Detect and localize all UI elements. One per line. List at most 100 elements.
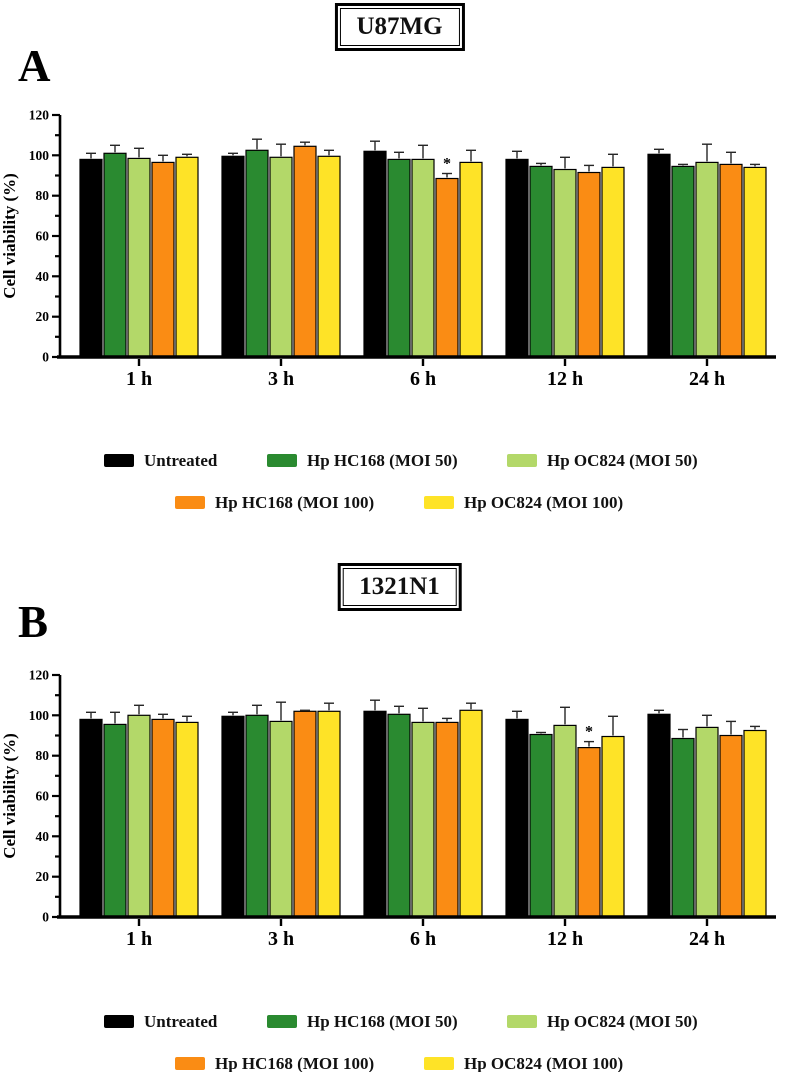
legend-swatch-b-hp-oc824-moi-50 <box>507 1014 537 1028</box>
bar-a-3-h-hp-hc168-moi-50 <box>245 149 269 358</box>
legend-item-b-hp-hc168-moi-50: Hp HC168 (MOI 50) <box>267 1011 458 1031</box>
bar-a-3-h-hp-oc824-moi-100 <box>317 155 341 358</box>
y-tick-label-a-20: 20 <box>36 309 50 324</box>
bar-b-12-h-hp-hc168-moi-50 <box>529 733 553 918</box>
legend-label-a-hp-oc824-moi-50: Hp OC824 (MOI 50) <box>547 450 698 470</box>
x-label-b-1-h: 1 h <box>126 928 152 950</box>
bar-a-6-h-hp-oc824-moi-100 <box>459 161 483 358</box>
legend-label-a-untreated: Untreated <box>144 450 218 470</box>
bar-a-6-h-untreated <box>363 150 387 358</box>
bar-a-3-h-hp-oc824-moi-50 <box>269 156 293 358</box>
bar-b-24-h-hp-oc824-moi-50 <box>695 726 719 918</box>
bar-a-24-h-hp-oc824-moi-50 <box>695 161 719 358</box>
panel-b-chart: 1 h 3 h 6 h 12 h 24 h * 0 20 40 60 80 100 120 Cell vi… <box>0 668 776 950</box>
bar-a-1-h-hp-oc824-moi-50 <box>127 157 151 358</box>
bar-b-6-h-hp-hc168-moi-50 <box>387 713 411 918</box>
bar-b-1-h-hp-oc824-moi-50 <box>127 714 151 918</box>
bar-b-24-h-untreated <box>647 713 671 918</box>
bar-b-3-h-untreated <box>221 715 245 918</box>
bar-b-12-h-hp-hc168-moi-100 <box>577 746 601 918</box>
legend-item-a-hp-hc168-moi-50: Hp HC168 (MOI 50) <box>267 450 458 470</box>
x-label-a-3-h: 3 h <box>268 368 294 390</box>
legend-label-a-hp-oc824-moi-100: Hp OC824 (MOI 100) <box>464 492 624 512</box>
y-tick-label-b-120: 120 <box>29 668 50 683</box>
y-tick-label-b-60: 60 <box>36 789 50 804</box>
legend-label-a-hp-hc168-moi-100: Hp HC168 (MOI 100) <box>215 492 375 512</box>
bar-a-24-h-hp-hc168-moi-50 <box>671 165 695 358</box>
legend-label-b-hp-oc824-moi-50: Hp OC824 (MOI 50) <box>547 1011 698 1031</box>
bar-b-12-h-hp-oc824-moi-100 <box>601 735 625 918</box>
y-tick-label-a-40: 40 <box>36 269 50 284</box>
legend-item-b-hp-oc824-moi-100: Hp OC824 (MOI 100) <box>424 1053 624 1072</box>
legend-swatch-a-hp-hc168-moi-50 <box>267 453 297 467</box>
bar-b-6-h-hp-oc824-moi-50 <box>411 721 435 918</box>
bar-b-6-h-hp-oc824-moi-100 <box>459 709 483 918</box>
bar-a-1-h-hp-hc168-moi-50 <box>103 152 127 358</box>
bar-b-24-h-hp-hc168-moi-100 <box>719 734 743 918</box>
y-tick-label-a-100: 100 <box>29 148 50 163</box>
legend-item-b-hp-hc168-moi-100: Hp HC168 (MOI 100) <box>175 1053 375 1072</box>
bar-b-1-h-hp-oc824-moi-100 <box>175 721 199 918</box>
legend-label-a-hp-hc168-moi-50: Hp HC168 (MOI 50) <box>307 450 458 470</box>
legend-item-b-untreated: Untreated <box>104 1011 218 1031</box>
significance-marker-a-6-h: * <box>443 156 451 173</box>
bar-a-6-h-hp-hc168-moi-100 <box>435 177 459 358</box>
panel-a-chart: 1 h 3 h 6 h 12 h 24 h * 0 20 40 60 80 100 120 Cell vi… <box>0 108 776 390</box>
bar-b-24-h-hp-hc168-moi-50 <box>671 737 695 918</box>
legend-item-a-hp-oc824-moi-100: Hp OC824 (MOI 100) <box>424 492 624 512</box>
y-tick-label-b-0: 0 <box>42 910 49 925</box>
legend-swatch-b-hp-hc168-moi-100 <box>175 1056 205 1070</box>
bar-b-24-h-hp-oc824-moi-100 <box>743 729 767 918</box>
bar-a-3-h-untreated <box>221 155 245 358</box>
legend-swatch-a-untreated <box>104 453 134 467</box>
x-label-b-3-h: 3 h <box>268 928 294 950</box>
bar-a-12-h-hp-oc824-moi-50 <box>553 168 577 358</box>
bar-a-12-h-untreated <box>505 158 529 358</box>
y-axis-title-b: Cell viability (%) <box>0 733 19 859</box>
panel-b-title-box: 1321N1 <box>337 563 462 611</box>
bar-b-1-h-hp-hc168-moi-50 <box>103 723 127 918</box>
y-tick-label-b-20: 20 <box>36 869 50 884</box>
y-tick-label-a-0: 0 <box>42 350 49 365</box>
bar-a-24-h-untreated <box>647 153 671 358</box>
legend-label-b-hp-hc168-moi-100: Hp HC168 (MOI 100) <box>215 1053 375 1072</box>
bar-a-3-h-hp-hc168-moi-100 <box>293 145 317 358</box>
bar-a-6-h-hp-oc824-moi-50 <box>411 158 435 358</box>
panel-b-legend: Untreated Hp HC168 (MOI 50) Hp OC824 (MOI … <box>0 1013 789 1072</box>
bar-b-1-h-hp-hc168-moi-100 <box>151 718 175 918</box>
x-label-a-24-h: 24 h <box>689 368 725 390</box>
x-label-b-6-h: 6 h <box>410 928 436 950</box>
legend-swatch-a-hp-oc824-moi-50 <box>507 453 537 467</box>
bar-a-1-h-untreated <box>79 158 103 358</box>
bar-b-6-h-hp-hc168-moi-100 <box>435 721 459 918</box>
bar-a-24-h-hp-oc824-moi-100 <box>743 166 767 358</box>
y-tick-label-b-100: 100 <box>29 708 50 723</box>
bar-a-1-h-hp-oc824-moi-100 <box>175 156 199 358</box>
bar-a-12-h-hp-hc168-moi-100 <box>577 171 601 358</box>
legend-swatch-a-hp-oc824-moi-100 <box>424 495 454 509</box>
y-tick-label-b-80: 80 <box>36 748 50 763</box>
bar-b-1-h-untreated <box>79 718 103 918</box>
legend-item-b-hp-oc824-moi-50: Hp OC824 (MOI 50) <box>507 1011 698 1031</box>
legend-label-b-untreated: Untreated <box>144 1011 218 1031</box>
x-label-b-12-h: 12 h <box>547 928 583 950</box>
panel-b-title: 1321N1 <box>359 573 440 600</box>
legend-label-b-hp-hc168-moi-50: Hp HC168 (MOI 50) <box>307 1011 458 1031</box>
y-tick-label-a-80: 80 <box>36 188 50 203</box>
legend-label-b-hp-oc824-moi-100: Hp OC824 (MOI 100) <box>464 1053 624 1072</box>
legend-swatch-b-hp-oc824-moi-100 <box>424 1056 454 1070</box>
bar-b-3-h-hp-hc168-moi-50 <box>245 714 269 918</box>
bar-b-12-h-hp-oc824-moi-50 <box>553 724 577 918</box>
panel-a-label: A <box>18 41 51 91</box>
bar-a-12-h-hp-hc168-moi-50 <box>529 165 553 358</box>
legend-item-a-hp-hc168-moi-100: Hp HC168 (MOI 100) <box>175 492 375 512</box>
significance-marker-b-12-h: * <box>585 724 593 741</box>
x-label-a-6-h: 6 h <box>410 368 436 390</box>
y-tick-label-a-120: 120 <box>29 108 50 123</box>
bar-a-12-h-hp-oc824-moi-100 <box>601 166 625 358</box>
bar-b-12-h-untreated <box>505 718 529 918</box>
panel-b-label: B <box>18 597 49 647</box>
bar-b-6-h-untreated <box>363 710 387 918</box>
x-label-b-24-h: 24 h <box>689 928 725 950</box>
